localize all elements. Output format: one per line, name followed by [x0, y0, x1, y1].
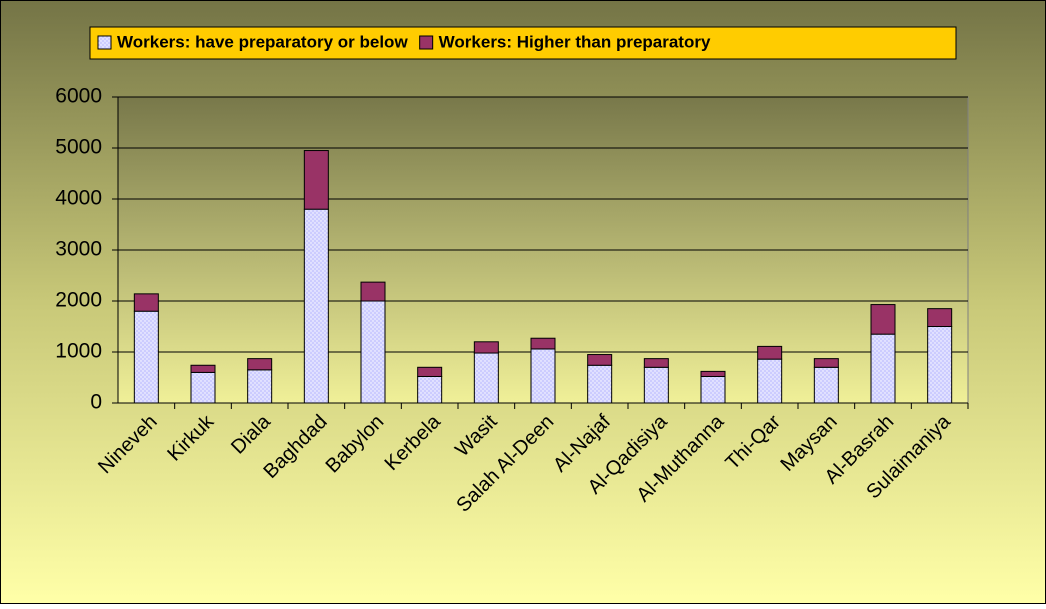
legend-label: Workers: have preparatory or below [117, 32, 408, 51]
bar-segment [927, 326, 953, 404]
y-tick-label: 1000 [55, 340, 102, 363]
bar-segment [247, 369, 273, 404]
y-tick-label: 5000 [55, 136, 102, 159]
bar-segment [247, 358, 273, 371]
bar-segment [700, 370, 726, 377]
legend-swatch [97, 35, 112, 50]
bar-segment [757, 345, 783, 360]
bar-segment [360, 281, 386, 302]
bar-segment [473, 352, 499, 404]
bar-segment [417, 366, 443, 377]
legend-swatch [419, 35, 434, 50]
bar-segment [813, 358, 839, 368]
bar-segment [530, 348, 556, 404]
legend [89, 26, 957, 60]
y-tick-label: 4000 [55, 187, 102, 210]
bar-segment [870, 304, 896, 335]
bar-segment [303, 208, 329, 404]
bar-segment [303, 150, 329, 210]
bar-segment [587, 354, 613, 366]
bar-segment [643, 358, 669, 368]
y-tick-label: 0 [90, 391, 102, 414]
bar-segment [587, 364, 613, 404]
y-tick-label: 6000 [55, 85, 102, 108]
bar-segment [870, 333, 896, 404]
bar-segment [927, 308, 953, 327]
bar-segment [530, 337, 556, 350]
legend-label: Workers: Higher than preparatory [439, 32, 711, 51]
bar-segment [417, 375, 443, 404]
bar-segment [190, 364, 216, 373]
bar-segment [700, 375, 726, 404]
bar-segment [133, 310, 159, 404]
bar-segment [643, 366, 669, 404]
bar-segment [360, 300, 386, 404]
y-tick-label: 3000 [55, 238, 102, 261]
bar-segment [473, 341, 499, 354]
bar-segment [813, 366, 839, 404]
bar-segment [757, 358, 783, 404]
y-tick-label: 2000 [55, 289, 102, 312]
bar-segment [133, 293, 159, 312]
bar-segment [190, 371, 216, 404]
